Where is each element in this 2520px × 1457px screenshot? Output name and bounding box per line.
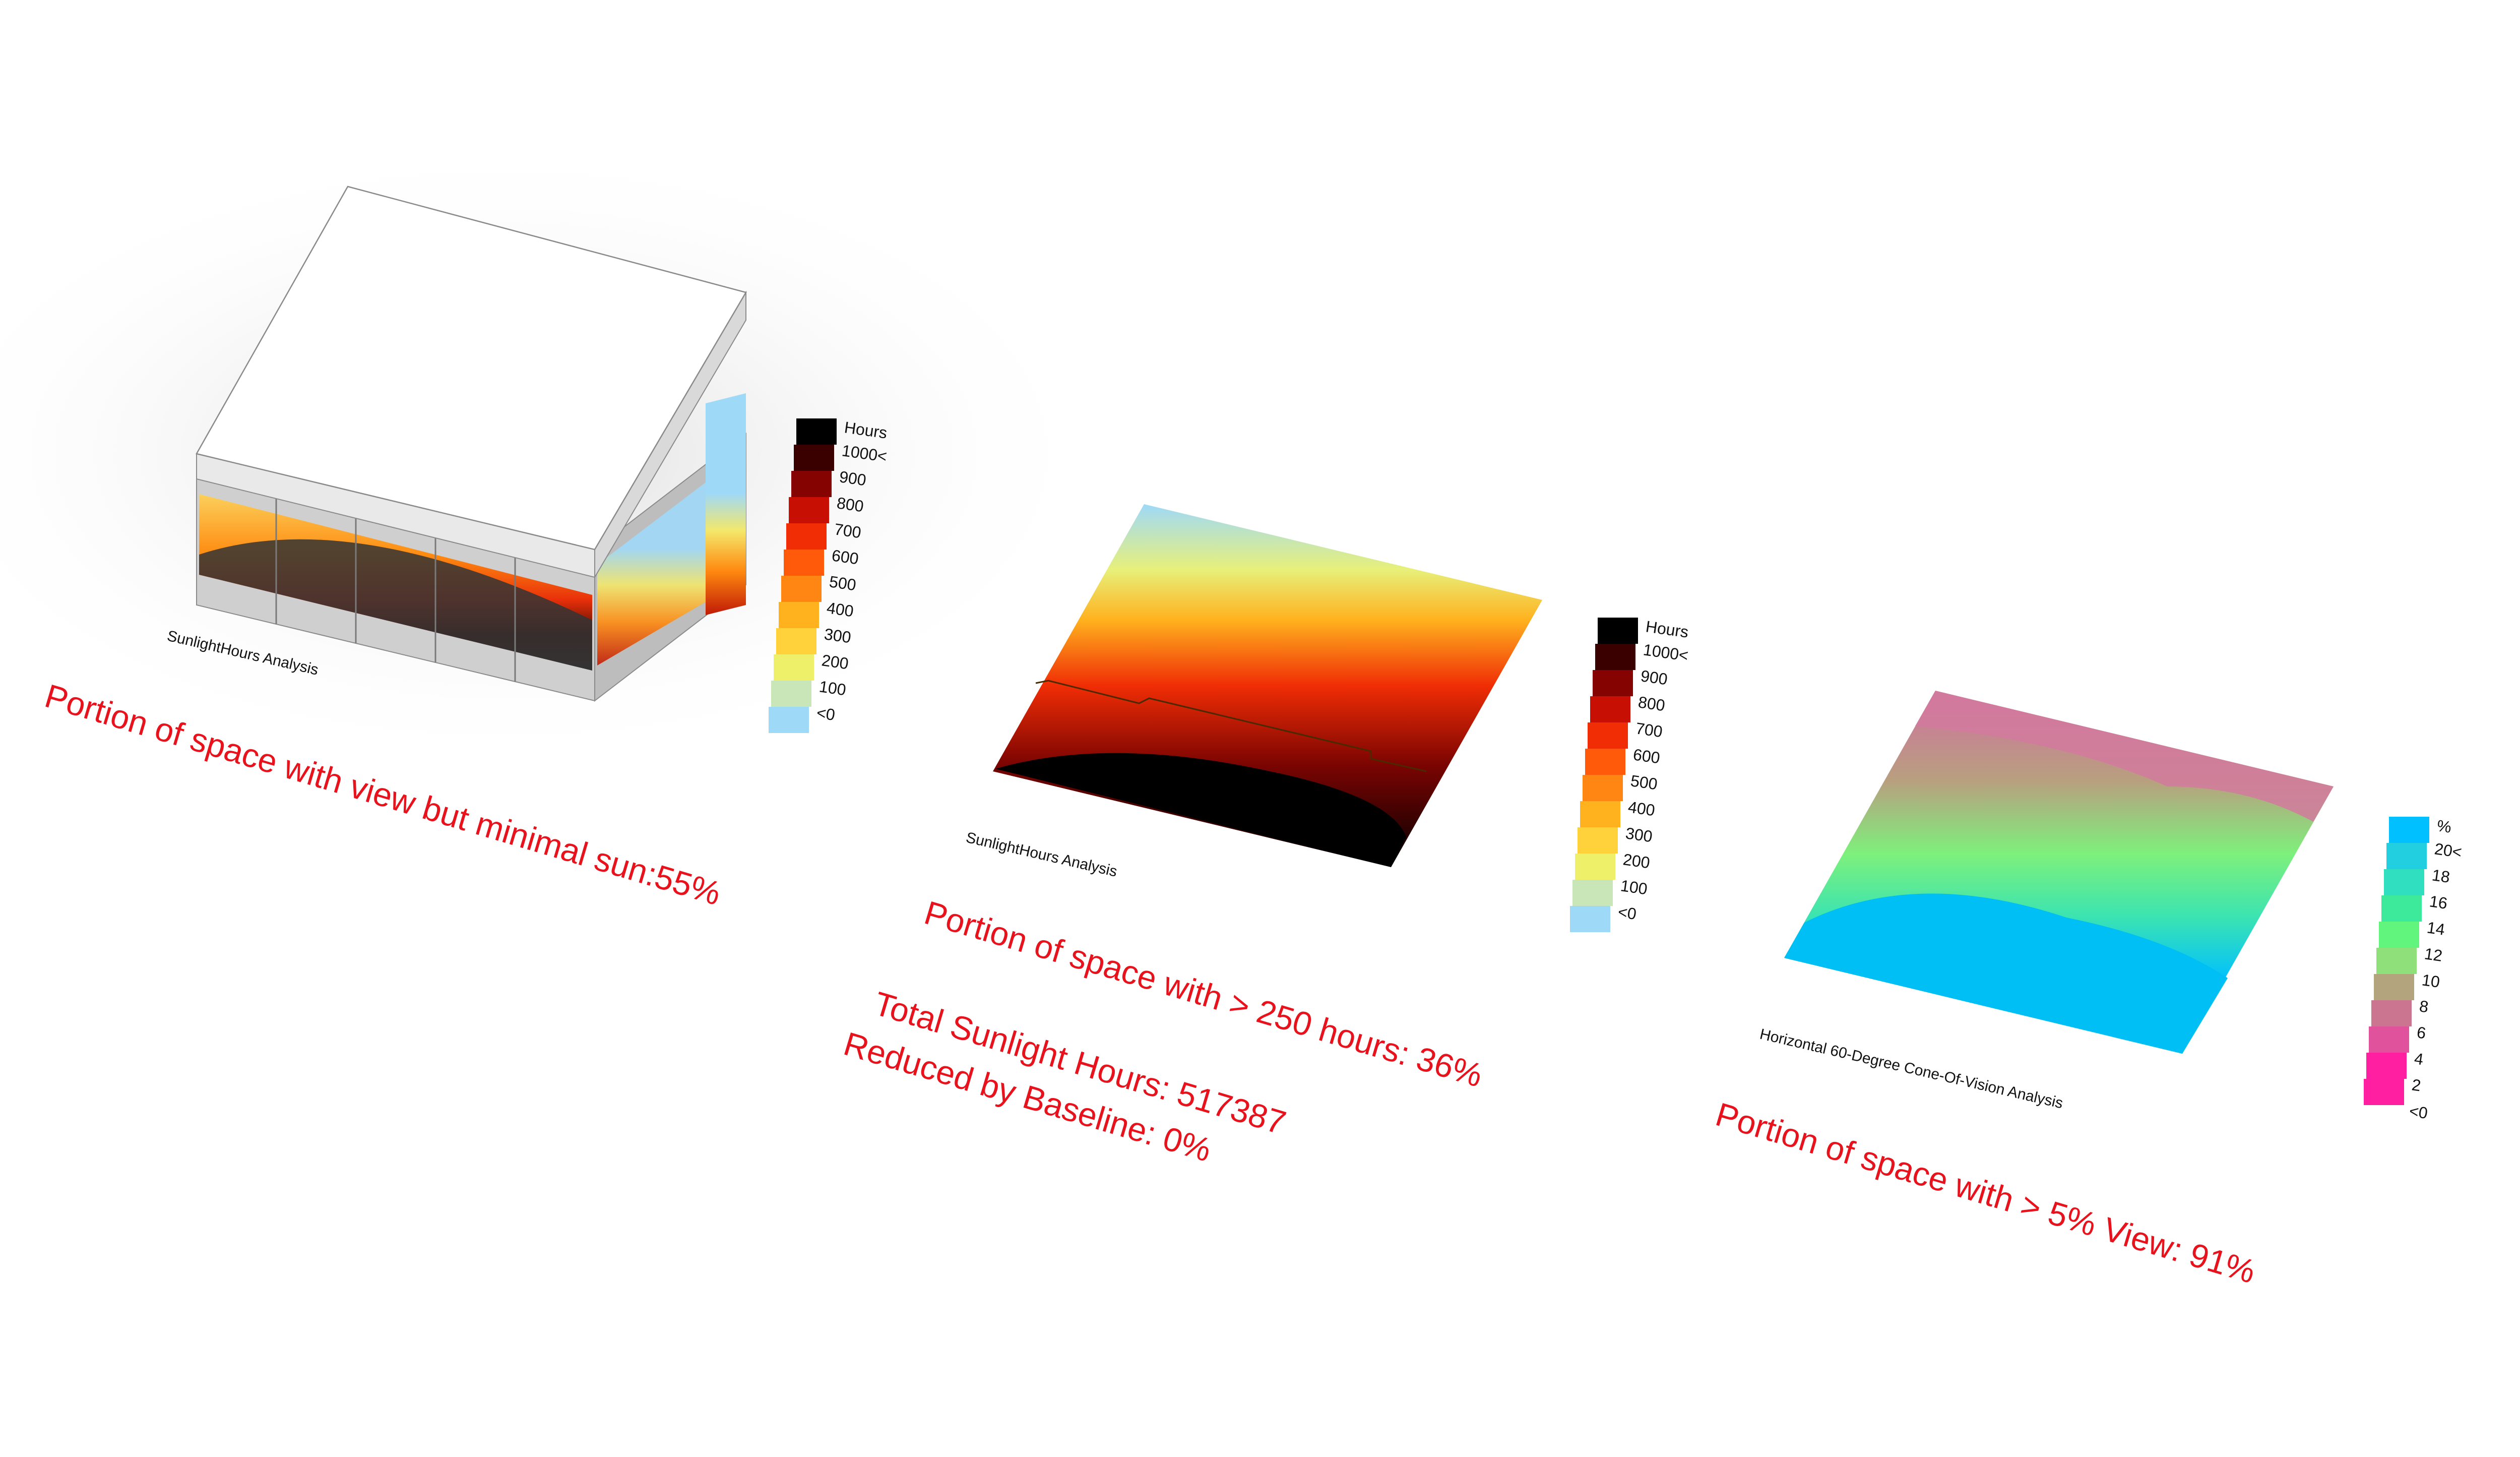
legend-swatch (2364, 1079, 2404, 1105)
legend-swatch (1585, 749, 1625, 775)
legend-label: 800 (1637, 693, 1666, 714)
legend-swatch (1572, 880, 1613, 906)
legend-swatch (1588, 722, 1628, 749)
legend-label: <0 (1617, 902, 1637, 923)
legend-label: 14 (2426, 918, 2446, 939)
legend-swatch (2384, 869, 2424, 895)
sunlight-map-dark-arc (995, 753, 1406, 867)
legend-swatch (1598, 618, 1638, 644)
legend-label: 600 (1632, 745, 1661, 767)
legend-label: 2 (2411, 1075, 2422, 1095)
legend-swatch (784, 550, 824, 576)
legend-title: % (2436, 816, 2452, 836)
legend-swatch (2374, 974, 2414, 1000)
legend-label: 16 (2428, 892, 2448, 913)
panel2-caption: SunlightHours Analysis (964, 829, 1118, 880)
legend-label: 300 (1624, 824, 1654, 845)
box-floor-dark-arc (199, 539, 592, 671)
legend-label: 900 (838, 467, 867, 489)
legend-label: 200 (1622, 850, 1651, 872)
legend-swatch (2379, 922, 2419, 948)
legend-label: 200 (821, 651, 850, 673)
legend-swatch (1593, 670, 1633, 696)
legend-swatch (794, 445, 834, 471)
legend-label: 500 (828, 572, 857, 594)
stat-over-250-hours: Portion of space with > 250 hours: 36% (920, 893, 1487, 1094)
legend-label: 500 (1629, 771, 1659, 793)
legend-swatch (779, 602, 819, 628)
legend-label: 100 (1619, 876, 1649, 898)
legend-swatch (1570, 906, 1610, 932)
legend-swatch (1595, 644, 1635, 670)
legend-swatch (796, 418, 837, 445)
legend-swatch (2376, 948, 2417, 974)
legend-swatch (791, 471, 832, 497)
legend-label: <0 (815, 703, 836, 724)
box-roof-top (196, 186, 747, 551)
legend-swatch (1575, 854, 1615, 880)
legend-swatch (786, 523, 827, 550)
legend-swatch (2386, 843, 2427, 869)
panel3-caption: Horizontal 60-Degree Cone-Of-Vision Anal… (1758, 1026, 2064, 1112)
legend-label: 1000< (1642, 640, 1689, 664)
sunlight-map-contour (1035, 680, 1427, 772)
legend-swatch (1583, 775, 1623, 801)
legend-swatch (2366, 1053, 2407, 1079)
legend-label: 18 (2431, 866, 2451, 886)
legend-swatch (2381, 895, 2422, 922)
legend-label: 12 (2423, 944, 2443, 965)
legend-label: <0 (2408, 1102, 2429, 1122)
legend-label: 100 (818, 677, 847, 699)
legend-swatch (2369, 1026, 2409, 1053)
panel-sunlight-map (993, 504, 1542, 867)
legend-swatch (769, 707, 809, 733)
legend-swatch (774, 654, 814, 681)
legend-label: 700 (1634, 719, 1664, 741)
legend-label: 20< (2433, 839, 2463, 861)
legend-label: 400 (1627, 798, 1656, 819)
legend-swatch (789, 497, 829, 523)
legend-label: 10 (2421, 970, 2441, 991)
legend-label: 900 (1640, 666, 1669, 688)
legend-label: 400 (826, 598, 855, 620)
legend-swatch (771, 681, 811, 707)
legend-label: 300 (823, 625, 852, 646)
legend-swatch (1578, 827, 1618, 854)
view-map-top-pink (1915, 691, 2334, 822)
legend-title: Hours (1645, 617, 1690, 641)
legend-label: 4 (2413, 1049, 2425, 1068)
legend-swatch (1580, 801, 1620, 827)
view-legend: % 20< 18 16 14 12 10 8 6 4 2 <0 (2364, 816, 2463, 1122)
legend-label: 600 (831, 546, 860, 568)
legend-label: 700 (833, 520, 862, 541)
panel-view-map (1784, 691, 2334, 1054)
legend-swatch (2371, 1000, 2412, 1026)
legend-label: 8 (2418, 997, 2430, 1016)
panel-3d-model (0, 141, 1109, 766)
legend-swatch (781, 576, 822, 602)
legend-swatch (2389, 817, 2429, 843)
legend-swatch (776, 628, 816, 654)
view-map-blue-zone (1784, 893, 2228, 1054)
box-side-strip (706, 393, 746, 615)
legend-label: 800 (836, 494, 865, 515)
stat-over-5-view: Portion of space with > 5% View: 91% (1712, 1095, 2259, 1290)
legend-swatch (1590, 696, 1630, 722)
legend-label: 6 (2416, 1023, 2427, 1042)
